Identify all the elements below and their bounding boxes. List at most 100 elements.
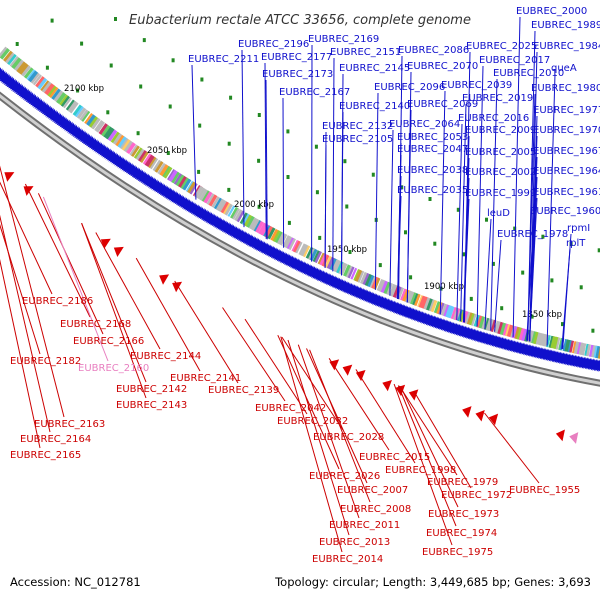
label-leader-line (389, 129, 394, 296)
tick-label: 1900 kbp (424, 282, 464, 292)
gene-label[interactable]: EUBREC_1964 (533, 166, 600, 177)
gene-label[interactable]: EUBREC_2086 (398, 45, 469, 56)
misc-feature-mark (343, 159, 347, 164)
gene-label[interactable]: EUBREC_2211 (188, 54, 259, 65)
label-leader-line (397, 385, 457, 527)
misc-feature-mark (257, 113, 261, 117)
gene-label[interactable]: EUBREC_2026 (309, 471, 380, 482)
gene-label[interactable]: EUBREC_2132 (322, 121, 393, 132)
misc-feature-mark (80, 41, 84, 46)
gene-label[interactable]: queA (551, 63, 577, 74)
gene-label[interactable]: EUBREC_2025 (466, 41, 537, 52)
gene-label[interactable]: EUBREC_2064 (389, 119, 460, 130)
gene-label[interactable]: EUBREC_1973 (428, 509, 499, 520)
cog-gene-block (234, 209, 243, 222)
gene-label[interactable]: EUBREC_2186 (22, 296, 93, 307)
gene-label[interactable]: EUBREC_1977 (533, 105, 600, 116)
gene-label[interactable]: EUBREC_1960 (530, 206, 600, 217)
gene-label[interactable]: EUBREC_2196 (238, 39, 309, 50)
gene-label[interactable]: EUBREC_2151 (330, 47, 401, 58)
gene-label[interactable]: EUBREC_2019 (462, 93, 533, 104)
gene-label[interactable]: EUBREC_2038 (397, 165, 468, 176)
gene-label[interactable]: EUBREC_1984 (533, 41, 600, 52)
gene-label[interactable]: EUBREC_2014 (312, 554, 383, 565)
gene-label[interactable]: EUBREC_2140 (339, 101, 410, 112)
gene-label[interactable]: EUBREC_2168 (60, 319, 131, 330)
gene-label[interactable]: EUBREC_2096 (374, 82, 445, 93)
gene-label[interactable]: EUBREC_1974 (426, 528, 497, 539)
tick-label: 2100 kbp (64, 84, 104, 94)
gene-label[interactable]: EUBREC_2005 (465, 147, 536, 158)
gene-label[interactable]: EUBREC_2139 (208, 385, 279, 396)
cog-gene-block (131, 145, 140, 158)
gene-label[interactable]: EUBREC_1998 (385, 465, 456, 476)
gene-label[interactable]: EUBREC_2008 (340, 504, 411, 515)
gene-label[interactable]: EUBREC_2141 (170, 373, 241, 384)
gene-label[interactable]: EUBREC_1980 (531, 83, 600, 94)
gene-label[interactable]: EUBREC_2164 (20, 434, 91, 445)
cog-gene-block (40, 80, 51, 92)
misc-feature-mark (530, 314, 534, 319)
gene-label[interactable]: EUBREC_1961 (533, 187, 600, 198)
gene-label[interactable]: EUBREC_2010 (493, 68, 564, 79)
gene-label[interactable]: EUBREC_1979 (427, 477, 498, 488)
gene-label[interactable]: EUBREC_2173 (262, 69, 333, 80)
gene-label[interactable]: EUBREC_2007 (337, 485, 408, 496)
cog-gene-block (112, 133, 123, 145)
gene-label[interactable]: EUBREC_2070 (407, 61, 478, 72)
gene-label[interactable]: EUBREC_2011 (329, 520, 400, 531)
gene-label[interactable]: EUBREC_2144 (130, 351, 201, 362)
gene-label[interactable]: EUBREC_2000 (516, 6, 587, 17)
gene-label[interactable]: EUBREC_2143 (116, 400, 187, 411)
gene-label[interactable]: leuD (487, 208, 510, 219)
gene-label[interactable]: EUBREC_2069 (407, 99, 478, 110)
gene-label[interactable]: EUBREC_2105 (322, 134, 393, 145)
gene-label[interactable]: EUBREC_1972 (441, 490, 512, 501)
gene-label-pseudo[interactable]: EUBREC_2160 (78, 363, 149, 374)
label-leader-line (282, 97, 285, 248)
gene-label[interactable]: EUBREC_1975 (422, 547, 493, 558)
gene-label[interactable]: EUBREC_2035 (397, 185, 468, 196)
reverse-gene-track (4, 172, 579, 444)
gene-label[interactable]: EUBREC_2167 (279, 87, 350, 98)
gene-label[interactable]: EUBREC_2145 (339, 63, 410, 74)
gene-label[interactable]: EUBREC_2016 (458, 113, 529, 124)
cog-gene-block (74, 106, 84, 118)
label-leader-line (529, 197, 538, 342)
gene-label[interactable]: EUBREC_2009 (465, 125, 536, 136)
gene-label[interactable]: EUBREC_2163 (34, 419, 105, 430)
gene-label[interactable]: EUBREC_2015 (359, 452, 430, 463)
gene-label[interactable]: EUBREC_1967 (533, 146, 600, 157)
cog-gene-block (69, 102, 79, 114)
gene-label[interactable]: EUBREC_2177 (261, 52, 332, 63)
label-leader-line (328, 358, 390, 451)
gene-label[interactable]: rplT (566, 238, 586, 249)
gene-label[interactable]: EUBREC_2053 (397, 132, 468, 143)
gene-label[interactable]: EUBREC_2042 (255, 403, 326, 414)
gene-label[interactable]: EUBREC_1970 (533, 125, 600, 136)
misc-feature-mark (550, 278, 554, 283)
gene-label[interactable]: EUBREC_2142 (116, 384, 187, 395)
gene-label[interactable]: rpmI (567, 223, 590, 234)
cog-gene-block (516, 327, 523, 340)
gene-label[interactable]: EUBREC_1989 (531, 20, 600, 31)
gene-label[interactable]: EUBREC_2166 (73, 336, 144, 347)
gene-label[interactable]: EUBREC_1955 (509, 485, 580, 496)
misc-feature-mark (433, 241, 437, 246)
misc-feature-mark (491, 261, 495, 266)
cog-gene-block (171, 171, 181, 184)
misc-feature-mark (106, 110, 110, 115)
gene-label[interactable]: EUBREC_1978 (497, 229, 568, 240)
gene-label[interactable]: EUBREC_2039 (441, 80, 512, 91)
gene-label[interactable]: EUBREC_2028 (313, 432, 384, 443)
gene-label[interactable]: EUBREC_2032 (277, 416, 348, 427)
gene-label[interactable]: EUBREC_2169 (308, 34, 379, 45)
gene-label[interactable]: EUBREC_2017 (479, 55, 550, 66)
gene-label[interactable]: EUBREC_2002 (465, 167, 536, 178)
gene-label[interactable]: EUBREC_2165 (10, 450, 81, 461)
gene-label[interactable]: EUBREC_2013 (319, 537, 390, 548)
cog-gene-block (440, 303, 449, 317)
gene-label[interactable]: EUBREC_1999 (465, 188, 536, 199)
gene-label[interactable]: EUBREC_2182 (10, 356, 81, 367)
gene-label[interactable]: EUBREC_2047 (397, 144, 468, 155)
